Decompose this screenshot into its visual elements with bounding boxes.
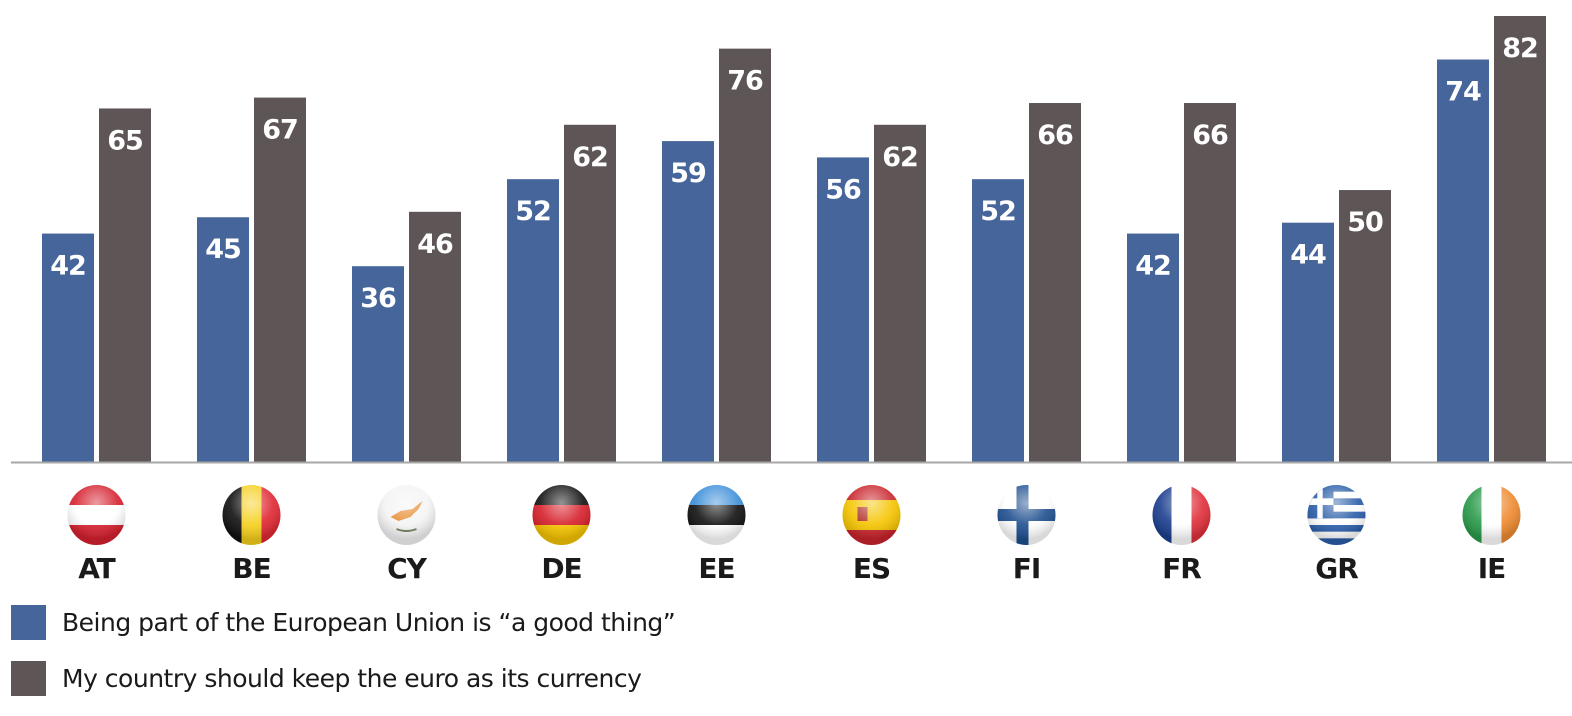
data-label: 82 [1502,33,1538,64]
legend-item-keep-euro: My country should keep the euro as its c… [11,660,675,696]
category-label-gr: GR [1315,552,1358,585]
data-label: 44 [1290,240,1326,271]
bar-de-series-2 [564,124,616,462]
category-label-es: ES [853,552,890,585]
data-label: 36 [360,283,396,314]
data-label: 50 [1347,207,1383,238]
bar-ie-series-1 [1437,59,1489,462]
data-label: 76 [727,66,763,97]
bar-fi-series-2 [1029,103,1081,463]
bar-es-series-1 [817,157,869,463]
flag-germany-icon [532,485,591,545]
flag-estonia-icon [687,485,746,545]
category-labels: AT BE CY DE EE ES FI FR GR IE [78,552,1506,585]
bar-cy-series-2 [409,211,461,462]
bars-group: 42 65 45 67 36 46 52 62 59 76 56 62 52 66 42 66 44 50 74 82 [42,16,1546,463]
flag-spain-icon [842,485,901,545]
data-label: 45 [205,234,241,265]
data-label: 74 [1445,77,1481,108]
bar-fi-series-1 [972,179,1024,463]
bar-ie-series-2 [1494,16,1546,462]
bar-chart: 42 65 45 67 36 46 52 62 59 76 56 62 52 66 42 66 44 50 74 82… [11,16,1572,585]
legend-label: My country should keep the euro as its c… [62,663,642,693]
flag-cyprus-icon [377,485,436,545]
data-label: 66 [1037,120,1073,151]
bar-gr-series-2 [1339,190,1391,463]
legend-swatch-brown [11,660,46,696]
bar-gr-series-1 [1282,222,1334,462]
data-label: 52 [980,196,1016,227]
flag-ireland-icon [1462,485,1521,545]
data-label: 59 [670,158,706,189]
bar-fr-series-1 [1127,233,1179,462]
bar-at-series-2 [99,108,151,463]
bar-ee-series-2 [719,48,771,462]
category-label-cy: CY [387,552,428,585]
data-label: 66 [1192,120,1228,151]
data-label: 62 [882,142,918,173]
legend: Being part of the European Union is “a g… [11,604,676,716]
category-label-be: BE [232,552,270,585]
data-label: 65 [107,125,143,156]
flags-group [67,485,1521,545]
bar-de-series-1 [507,179,559,463]
legend-item-eu-good-thing: Being part of the European Union is “a g… [11,604,676,640]
flag-belgium-icon [222,485,281,545]
bar-be-series-1 [197,217,249,462]
data-label: 52 [515,196,551,227]
category-label-ee: EE [698,552,734,585]
flag-austria-icon [67,485,126,545]
bar-ee-series-1 [662,141,714,462]
data-label: 62 [572,142,608,173]
bar-es-series-2 [874,124,926,462]
category-label-at: AT [78,552,115,585]
flag-greece-icon [1307,485,1366,545]
data-label: 42 [1135,251,1171,282]
legend-swatch-blue [11,604,46,640]
category-label-ie: IE [1478,552,1506,585]
bar-cy-series-1 [352,266,404,462]
category-label-de: DE [541,552,581,585]
bar-at-series-1 [42,233,94,462]
bar-be-series-2 [254,97,306,463]
category-label-fr: FR [1162,552,1201,585]
category-label-fi: FI [1013,552,1041,585]
bar-fr-series-2 [1184,103,1236,463]
data-label: 67 [262,115,298,146]
data-label: 56 [825,174,861,205]
legend-label: Being part of the European Union is “a g… [62,607,676,637]
data-label: 46 [417,229,453,260]
flag-france-icon [1152,485,1211,545]
flag-finland-icon [997,485,1056,545]
data-label: 42 [50,251,86,282]
